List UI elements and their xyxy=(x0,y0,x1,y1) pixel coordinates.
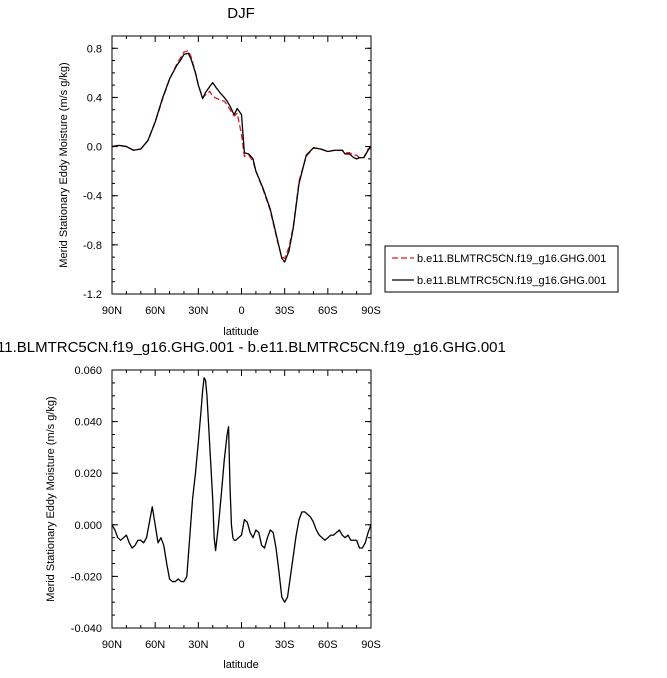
top-y-tick-label: -1.2 xyxy=(83,289,102,301)
bottom-x-tick-label: 0 xyxy=(238,639,244,651)
bottom-series-group xyxy=(111,377,372,603)
top-x-tick-label: 90N xyxy=(102,305,122,317)
top-y-tick-label: -0.4 xyxy=(83,191,102,203)
bottom-x-tick-label: 60N xyxy=(145,639,165,651)
bottom-x-axis-label: latitude xyxy=(223,659,258,671)
top-x-tick-label: 60N xyxy=(145,305,165,317)
bottom-plot-frame xyxy=(111,369,372,629)
bottom-x-tick-label: 30S xyxy=(275,639,295,651)
bottom-y-tick-label: 0.000 xyxy=(74,520,102,532)
bottom-panel: b.e11.BLMTRC5CN.f19_g16.GHG.001 - b.e11.… xyxy=(0,339,506,671)
top-axis-ticks: 90N 60N 30N 0 30S 60S 90S 0.8 0.4 0.0 -0.4 -0.8 -1.2 xyxy=(83,35,381,317)
top-series-line-2 xyxy=(111,52,372,263)
top-series-group xyxy=(111,50,372,263)
top-plot-frame xyxy=(111,35,372,295)
bottom-series-line-1 xyxy=(111,377,372,603)
top-x-tick-label: 30N xyxy=(188,305,208,317)
top-panel: DJF 90N 60N 30N 0 30S 60S 90S 0.8 0.4 0.0 -0.4 -0.8… xyxy=(58,5,381,338)
top-series-line-1 xyxy=(111,50,372,260)
bottom-y-tick-label: -0.040 xyxy=(71,623,102,635)
top-y-axis-label: Merid Stationary Eddy Moisture (m/s g/kg… xyxy=(58,62,70,267)
top-y-tick-label: 0.4 xyxy=(87,92,102,104)
top-x-tick-label: 90S xyxy=(361,305,381,317)
top-x-axis-label: latitude xyxy=(223,326,258,338)
bottom-chart-title: b.e11.BLMTRC5CN.f19_g16.GHG.001 - b.e11.… xyxy=(0,339,506,356)
bottom-y-tick-label: 0.040 xyxy=(74,417,102,429)
bottom-x-tick-label: 90S xyxy=(361,639,381,651)
legend-label-series-1: b.e11.BLMTRC5CN.f19_g16.GHG.001 xyxy=(417,253,606,265)
legend-box xyxy=(384,245,619,293)
top-x-tick-label: 30S xyxy=(275,305,295,317)
top-chart-title: DJF xyxy=(227,5,255,22)
top-x-tick-label: 0 xyxy=(238,305,244,317)
bottom-y-tick-label: -0.020 xyxy=(71,571,102,583)
bottom-y-tick-label: 0.020 xyxy=(74,468,102,480)
bottom-y-axis-label: Merid Stationary Eddy Moisture (m/s g/kg… xyxy=(45,396,57,601)
bottom-y-tick-label: 0.060 xyxy=(74,365,102,377)
top-y-tick-label: 0.0 xyxy=(87,142,102,154)
bottom-x-tick-label: 90N xyxy=(102,639,122,651)
legend: b.e11.BLMTRC5CN.f19_g16.GHG.001 b.e11.BL… xyxy=(384,245,619,293)
legend-label-series-2: b.e11.BLMTRC5CN.f19_g16.GHG.001 xyxy=(417,275,606,287)
bottom-axis-ticks: 90N 60N 30N 0 30S 60S 90S 0.060 0.040 0.020 0.000 -… xyxy=(71,365,381,651)
top-y-tick-label: -0.8 xyxy=(83,240,102,252)
top-x-tick-label: 60S xyxy=(318,305,338,317)
bottom-x-tick-label: 60S xyxy=(318,639,338,651)
top-y-tick-label: 0.8 xyxy=(87,43,102,55)
bottom-x-tick-label: 30N xyxy=(188,639,208,651)
